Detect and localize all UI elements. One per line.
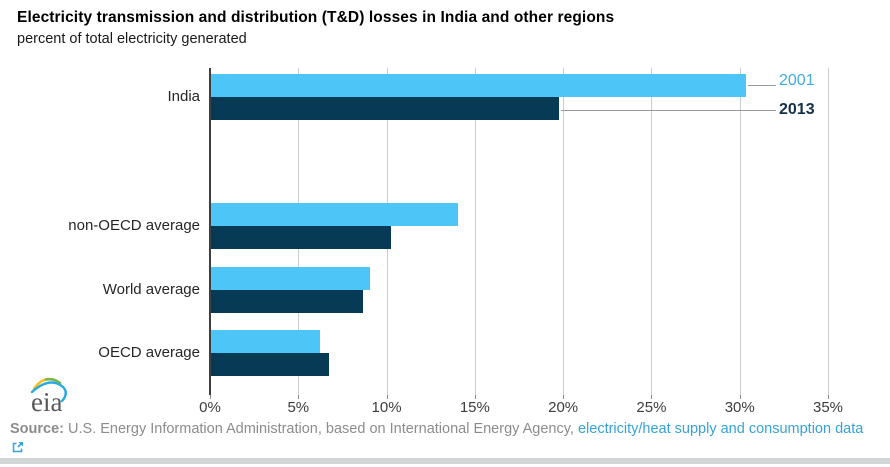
tick-label-30%: 30%: [724, 399, 755, 416]
source-link[interactable]: electricity/heat supply and consumption …: [577, 421, 864, 437]
tick-label-35%: 35%: [812, 399, 844, 416]
source-text: U.S. Energy Information Administration, …: [64, 421, 578, 437]
bar-2013-india: [211, 97, 559, 120]
gridline-20%: [563, 68, 565, 395]
tick-25%: [651, 395, 653, 399]
legend-2001-label: 2001: [779, 72, 815, 89]
category-label-non-oecd-average: non-OECD average: [68, 217, 200, 234]
tick-5%: [298, 395, 300, 399]
eia-logo[interactable]: eia: [22, 374, 80, 423]
bar-2001-india: [211, 74, 746, 97]
tick-label-25%: 25%: [636, 399, 667, 416]
bar-2001-oecd-average: [211, 330, 321, 353]
tick-label-20%: 20%: [548, 399, 579, 416]
tick-label-0%: 0%: [199, 399, 221, 416]
tick-35%: [828, 395, 829, 399]
category-label-india: India: [167, 88, 200, 105]
tick-label-10%: 10%: [371, 399, 402, 416]
eia-logo-text: eia: [31, 387, 62, 417]
bottom-divider: [0, 458, 890, 464]
chart-title: Electricity transmission and distributio…: [17, 9, 615, 26]
y-axis-line: [209, 68, 211, 395]
gridline-15%: [474, 68, 476, 395]
source-label: Source:: [10, 421, 64, 437]
legend-leader-2013: [560, 110, 776, 111]
bar-2001-non-oecd-average: [211, 203, 459, 226]
external-link-icon[interactable]: [12, 440, 24, 459]
chart-subtitle: percent of total electricity generated: [17, 31, 247, 47]
bar-2001-world-average: [211, 267, 370, 290]
tick-10%: [386, 395, 388, 399]
eia-logo-icon: eia: [30, 377, 67, 417]
tick-0%: [210, 395, 211, 399]
category-label-world-average: World average: [102, 281, 200, 298]
bar-2013-non-oecd-average: [211, 226, 392, 249]
legend-2013-label: 2013: [779, 101, 815, 118]
tick-15%: [474, 395, 476, 399]
tick-label-5%: 5%: [287, 399, 310, 416]
source-note: Source: U.S. Energy Information Administ…: [10, 420, 872, 458]
bar-2013-oecd-average: [211, 353, 330, 376]
bar-2013-world-average: [211, 290, 363, 313]
gridline-25%: [651, 68, 653, 395]
tick-label-15%: 15%: [459, 399, 490, 416]
gridline-30%: [739, 68, 741, 395]
tick-20%: [563, 395, 565, 399]
legend-leader-2001: [748, 85, 776, 86]
tick-30%: [739, 395, 741, 399]
gridline-35%: [828, 68, 829, 395]
category-label-oecd-average: OECD average: [98, 344, 200, 361]
